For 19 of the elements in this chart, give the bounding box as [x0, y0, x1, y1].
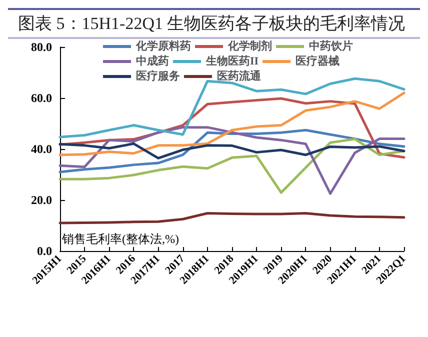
legend-label: 医药流通 [217, 70, 262, 82]
y-tick-label: 20.0 [31, 193, 52, 207]
legend-label: 化学制剂 [227, 40, 272, 52]
chart-title: 图表 5：15H1-22Q1 生物医药各子板块的毛利率情况 [8, 8, 420, 39]
y-tick-label: 0.0 [37, 244, 52, 258]
legend-label: 中药饮片 [309, 40, 353, 52]
line-series [58, 212, 406, 224]
legend-label: 化学原料药 [135, 40, 191, 52]
y-tick-label: 60.0 [31, 91, 52, 105]
legend-label: 中成药 [136, 54, 169, 68]
legend-label: 生物医药II [205, 54, 259, 68]
legend-label: 医疗服务 [136, 70, 180, 82]
y-tick-label: 40.0 [31, 142, 52, 156]
y-axis-title: 销售毛利率(整体法,%) [61, 232, 179, 246]
line-series [58, 126, 406, 195]
line-series [58, 138, 406, 194]
y-tick-label: 80.0 [31, 40, 52, 54]
legend-label: 医疗器械 [296, 54, 340, 68]
line-series [58, 142, 406, 160]
